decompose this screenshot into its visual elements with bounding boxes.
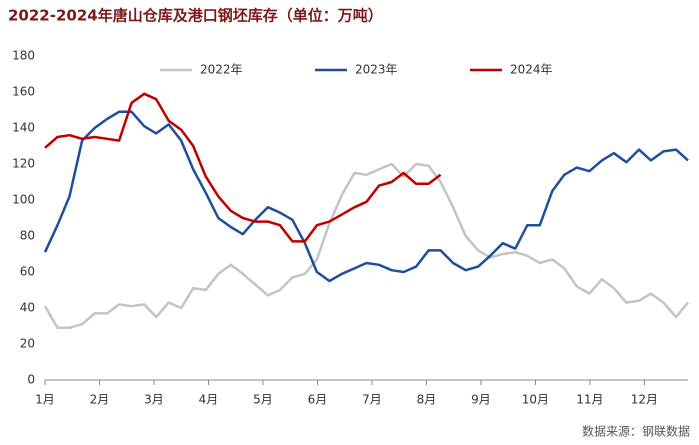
x-tick-label: 2月 — [90, 393, 110, 407]
y-tick-label: 20 — [20, 337, 35, 351]
y-tick-label: 60 — [20, 265, 35, 279]
y-tick-label: 140 — [12, 121, 35, 135]
y-tick-label: 120 — [12, 157, 35, 171]
x-tick-label: 6月 — [308, 393, 328, 407]
y-tick-label: 160 — [12, 85, 35, 99]
legend-label: 2024年 — [510, 63, 553, 77]
series-line — [44, 92, 442, 243]
x-tick-label: 3月 — [144, 393, 164, 407]
y-tick-label: 0 — [27, 373, 35, 387]
x-tick-label: 9月 — [471, 393, 491, 407]
legend-label: 2022年 — [200, 63, 243, 77]
y-tick-label: 40 — [20, 301, 35, 315]
x-tick-label: 10月 — [522, 393, 549, 407]
x-tick-label: 5月 — [253, 393, 273, 407]
y-tick-label: 100 — [12, 193, 35, 207]
chart-title: 2022-2024年唐山仓库及港口钢坯库存（单位：万吨） — [8, 7, 383, 25]
x-tick-label: 8月 — [417, 393, 437, 407]
x-tick-label: 1月 — [35, 393, 55, 407]
x-tick-label: 11月 — [576, 393, 603, 407]
legend-label: 2023年 — [355, 63, 398, 77]
source-note: 数据来源：钢联数据 — [582, 424, 690, 439]
x-tick-label: 4月 — [199, 393, 219, 407]
y-tick-label: 180 — [12, 49, 35, 63]
series-line — [43, 110, 689, 283]
x-tick-label: 7月 — [362, 393, 382, 407]
x-tick-label: 12月 — [631, 393, 658, 407]
series-line — [43, 162, 689, 330]
y-tick-label: 80 — [20, 229, 35, 243]
